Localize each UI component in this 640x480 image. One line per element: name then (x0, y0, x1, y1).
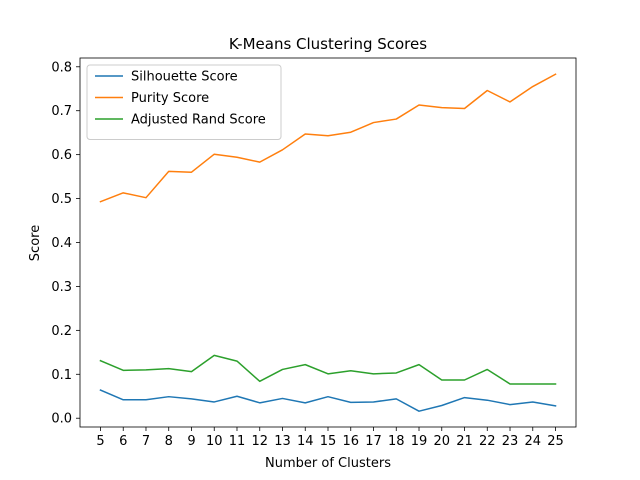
series-line-2 (99, 354, 557, 385)
x-tick-label: 25 (547, 434, 564, 449)
x-tick-label: 9 (187, 434, 195, 449)
chart-title: K-Means Clustering Scores (229, 35, 427, 53)
x-tick-label: 12 (251, 434, 268, 449)
x-tick-label: 17 (365, 434, 382, 449)
x-axis-label: Number of Clusters (265, 456, 391, 471)
x-tick-label: 6 (119, 434, 127, 449)
y-tick-label: 0.3 (51, 280, 72, 295)
y-tick-label: 0.8 (51, 60, 72, 75)
x-tick-label: 16 (342, 434, 359, 449)
y-axis-label: Score (28, 225, 43, 261)
x-tick-label: 8 (165, 434, 173, 449)
legend-label-0: Silhouette Score (131, 70, 238, 85)
y-tick-label: 0.1 (51, 368, 72, 383)
x-tick-label: 19 (411, 434, 428, 449)
series-line-1 (99, 73, 557, 203)
x-tick-label: 15 (320, 434, 337, 449)
x-tick-label: 20 (433, 434, 450, 449)
x-tick-label: 23 (502, 434, 519, 449)
x-tick-label: 10 (206, 434, 223, 449)
x-tick-label: 24 (524, 434, 541, 449)
x-tick-label: 21 (456, 434, 473, 449)
x-tick-label: 7 (142, 434, 150, 449)
y-tick-label: 0.2 (51, 324, 72, 339)
legend-box (86, 64, 282, 140)
y-tick-label: 0.4 (51, 236, 72, 251)
x-tick-label: 18 (388, 434, 405, 449)
y-tick-label: 0.6 (51, 148, 72, 163)
y-tick-label: 0.0 (51, 412, 72, 427)
x-tick-label: 11 (229, 434, 246, 449)
x-tick-label: 22 (479, 434, 496, 449)
series-line-0 (99, 389, 557, 412)
x-tick-label: 14 (297, 434, 314, 449)
x-tick-label: 5 (96, 434, 104, 449)
legend-label-1: Purity Score (131, 91, 209, 106)
x-tick-label: 13 (274, 434, 291, 449)
plot-area: 5 6 7 8 9 10 11 12 13 14 15 16 17 18 19 20 21 22 23 24 25 0.0… (51, 57, 577, 449)
y-tick-label: 0.5 (51, 192, 72, 207)
legend: Silhouette Score Purity Score Adjusted Ran… (86, 64, 282, 140)
y-tick-label: 0.7 (51, 104, 72, 119)
legend-label-2: Adjusted Rand Score (131, 113, 266, 128)
